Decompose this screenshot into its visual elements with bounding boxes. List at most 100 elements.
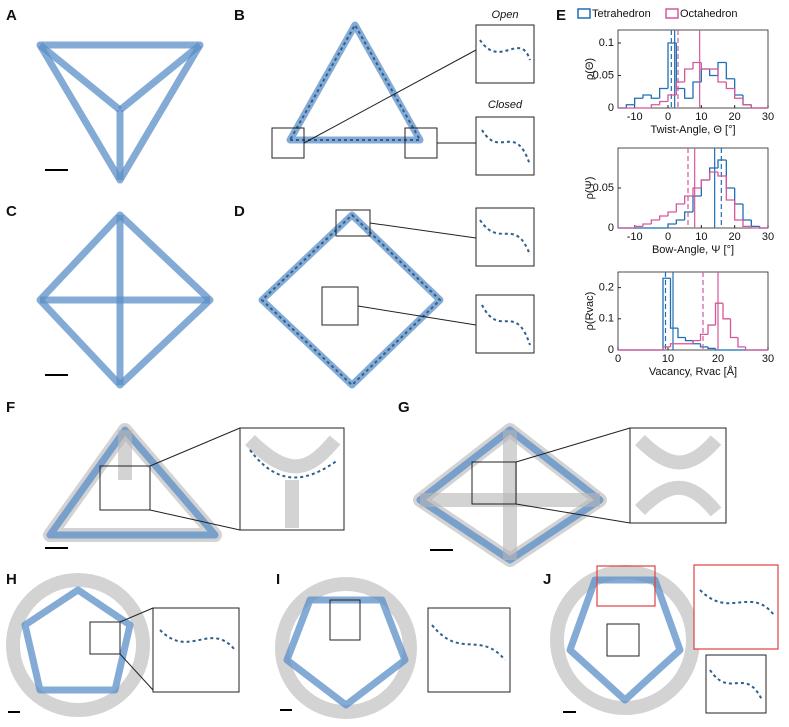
histogram-step	[734, 78, 743, 96]
y-axis-label: ρ(Θ)	[584, 58, 596, 80]
histogram-step	[662, 346, 671, 350]
histogram-step	[725, 160, 735, 189]
histogram-step	[684, 211, 693, 220]
histogram-step	[675, 81, 685, 95]
histogram-step	[744, 346, 753, 351]
histogram-step	[729, 318, 738, 339]
y-tick-label: 0.05	[593, 182, 614, 194]
histogram-step	[669, 343, 678, 347]
histogram-step	[650, 104, 660, 108]
histogram-step	[717, 172, 727, 177]
histogram-step	[750, 104, 760, 109]
structure-image: Open Closed	[271, 9, 535, 176]
panel-label: I	[276, 571, 280, 588]
x-tick-label: 30	[762, 111, 774, 123]
histogram-step	[684, 88, 693, 99]
histogram-step	[717, 69, 727, 83]
legend-swatch	[577, 8, 591, 19]
structure-image	[43, 423, 345, 549]
histogram-step	[700, 68, 710, 82]
y-tick-label: 0.05	[593, 69, 614, 81]
y-tick-label: 0	[608, 344, 614, 356]
histogram-step	[692, 81, 702, 99]
histogram-step	[709, 171, 718, 180]
histogram-step	[709, 69, 718, 77]
histogram-step	[709, 167, 718, 180]
x-axis-label: Vacancy, Rvac [Å]	[649, 365, 737, 378]
histogram-step	[725, 176, 735, 201]
histogram-step	[642, 94, 652, 99]
histogram-step	[742, 98, 752, 106]
x-tick-label: 20	[729, 231, 741, 243]
histogram-step	[667, 223, 677, 228]
panel-label: E	[556, 7, 566, 24]
structure-image	[413, 423, 727, 567]
histogram-step	[667, 94, 677, 102]
panel-label: J	[543, 571, 551, 588]
histogram-step	[725, 82, 735, 90]
panel-label: H	[6, 571, 17, 588]
x-tick-label: 20	[729, 111, 741, 123]
histogram-step	[717, 159, 727, 168]
histogram-step	[662, 277, 671, 350]
histogram-step	[669, 278, 678, 329]
histogram-step	[675, 203, 685, 212]
histogram-step	[684, 195, 693, 204]
histogram-step	[714, 348, 723, 351]
x-tick-label: -10	[627, 111, 643, 123]
histogram-step	[700, 179, 710, 196]
histogram-step	[667, 42, 677, 89]
histogram-step	[725, 62, 735, 80]
histogram-step	[734, 200, 743, 221]
histogram-step	[699, 333, 708, 341]
histogram-step	[700, 179, 710, 188]
x-tick-label: 10	[695, 231, 707, 243]
histogram-panels: -10 0 10 20 30 0 0.05 0.1 Twist-Angle, Θ [°] ρ(Θ)…	[577, 8, 774, 378]
histogram-step	[742, 95, 752, 106]
histogram-step	[677, 328, 686, 339]
legend-swatch	[665, 8, 679, 19]
panel-label: G	[398, 399, 410, 416]
panel-label: C	[6, 203, 17, 220]
histogram-step	[650, 219, 660, 224]
structure-image	[258, 207, 535, 389]
histogram-step	[659, 215, 668, 220]
x-tick-label: 10	[662, 353, 674, 365]
structure-image	[36, 211, 214, 389]
histogram-step	[707, 324, 716, 335]
histogram-step	[734, 88, 743, 99]
panel-label: F	[6, 399, 15, 416]
legend-label: Octahedron	[680, 8, 737, 20]
structure-image	[36, 41, 204, 184]
y-axis-label: ρ(Rvac)	[584, 292, 596, 331]
histogram-step	[667, 211, 677, 216]
histogram-step	[699, 343, 708, 348]
histogram-step	[692, 61, 702, 69]
histogram-step	[737, 337, 746, 348]
inset-label: Closed	[488, 99, 523, 111]
histogram-step	[734, 188, 743, 205]
histogram-step	[700, 62, 710, 70]
structure-image	[550, 564, 779, 715]
plot-frame	[617, 29, 769, 109]
histogram-step	[634, 97, 643, 105]
x-tick-label: 30	[762, 353, 774, 365]
y-tick-label: 0	[608, 222, 614, 234]
legend-label: Tetrahedron	[592, 8, 651, 20]
plot-frame	[617, 271, 769, 351]
histogram-step	[750, 220, 760, 228]
histogram-step	[707, 346, 716, 350]
y-axis-label: ρ(Ψ)	[584, 177, 596, 200]
histogram-step	[642, 223, 652, 227]
inset-label: Open	[492, 9, 519, 21]
histogram-step	[722, 303, 731, 320]
panel-label: D	[234, 203, 245, 220]
x-axis-label: Bow-Angle, Ψ [°]	[652, 244, 734, 256]
x-tick-label: 0	[665, 111, 671, 123]
y-tick-label: 0	[608, 102, 614, 114]
x-tick-label: -10	[627, 231, 643, 243]
y-tick-label: 0.2	[599, 282, 614, 294]
x-tick-label: 0	[615, 353, 621, 365]
histogram-step	[684, 68, 693, 82]
